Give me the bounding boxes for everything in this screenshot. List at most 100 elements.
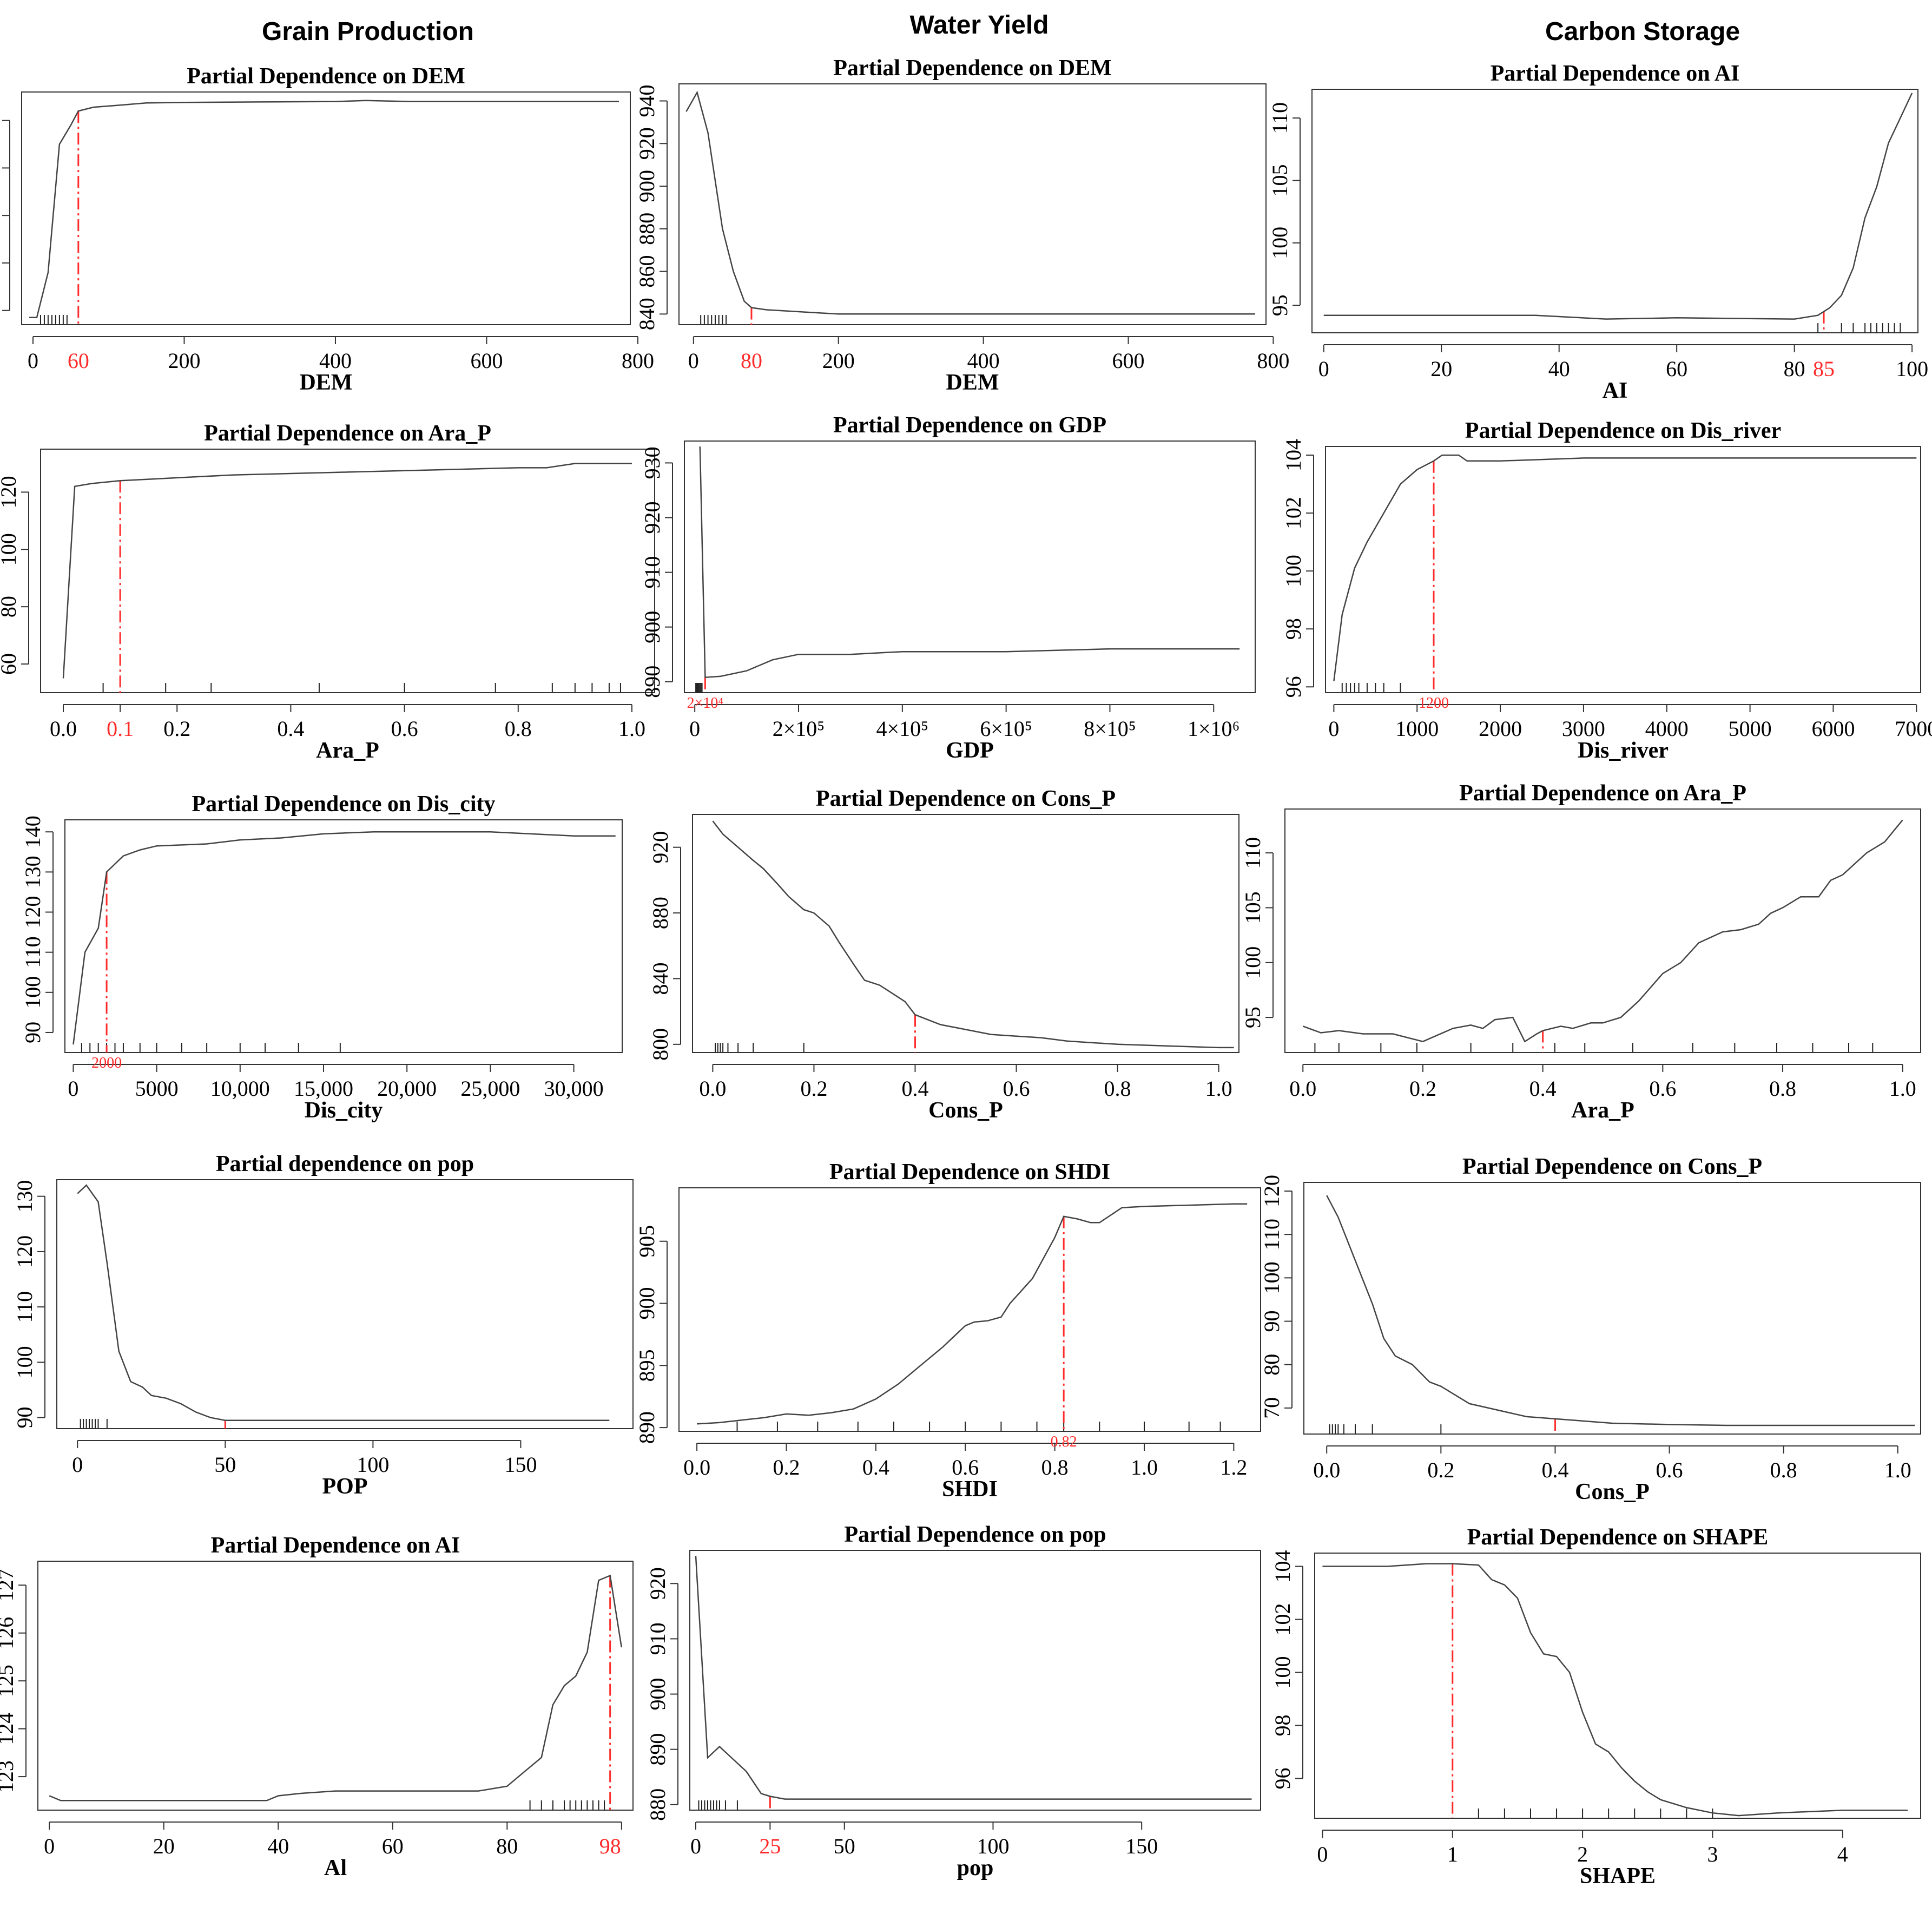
plot-frame [1311,89,1918,333]
pd-curve [699,446,1240,679]
panel-cs-consp: Partial Dependence on Cons_P 0.0 0.2 0.4 0.6… [1260,1154,1921,1504]
x-tick-label: 60 [382,1834,404,1858]
y-tick-label: 130 [0,152,2,184]
x-tick-label: 0 [690,1834,701,1858]
x-tick-label: 60 [1666,357,1687,381]
panel-wy-shdi: Partial Dependence on SHDI 0.0 0.2 0.4 0.6 0.… [635,1160,1261,1502]
panel-title: Partial Dependence on SHDI [829,1160,1110,1185]
x-tick-label: 40 [267,1834,289,1858]
y-tick-label: 123 [0,1760,18,1793]
threshold-label: 2×10⁴ [687,695,724,712]
panel-gp-ai: Partial Dependence on AI0204060801001231… [0,1533,634,1880]
x-axis-label: Cons_P [1575,1479,1650,1504]
x-tick-label: 0.2 [773,1455,800,1479]
y-tick-label: 140 [21,816,45,848]
y-tick-label: 910 [645,1622,670,1655]
plot-frame [1325,446,1921,693]
y-tick-label: 890 [645,1733,670,1766]
x-tick-label: 80 [496,1834,518,1858]
plot-frame [1303,1182,1921,1435]
y-tick-label: 80 [1260,1354,1284,1376]
y-tick-label: 127 [0,1569,18,1601]
x-tick-label: 0.2 [163,716,190,741]
y-tick-label: 105 [1241,891,1265,924]
pd-curve [1326,1195,1915,1426]
pd-curve [697,1203,1248,1425]
panel-title: Partial Dependence on Ara_P [1459,781,1746,806]
panel-wy-pop: Partial Dependence on pop 0 25 50 100 150 880 8… [645,1522,1261,1880]
y-tick-label: 104 [1281,439,1305,471]
x-tick-label: 800 [622,348,654,373]
y-tick-label: 90 [1260,1311,1284,1332]
y-tick-label: 120 [12,1235,37,1268]
x-tick-label: 0.4 [1529,1076,1557,1101]
panel-title: Partial Dependence on SHAPE [1467,1525,1768,1550]
x-tick-label: 50 [214,1452,236,1477]
x-tick-label: 200 [822,348,855,373]
x-tick-label: 200 [168,348,200,373]
panel-title: Partial Dependence on GDP [833,413,1106,438]
x-axis-label: Al [324,1856,347,1880]
plot-frame [692,814,1239,1053]
y-tick-label: 102 [1281,497,1305,529]
x-axis-label: pop [957,1856,994,1880]
plot-frame [64,819,623,1053]
x-tick-label: 1×10⁶ [1188,716,1240,741]
y-tick-label: 100 [21,976,45,1009]
y-tick-label: 880 [645,1788,670,1821]
panel-title: Partial Dependence on Ara_P [204,421,491,446]
y-tick-label: 126 [0,1617,18,1649]
y-tick-label: 105 [1268,164,1292,196]
x-tick-label: 0.0 [1313,1458,1340,1482]
y-tick-label: 98 [1270,1715,1295,1737]
threshold-label: 1200 [1419,695,1449,712]
y-tick-label: 95 [1241,1007,1265,1028]
y-tick-label: 100 [0,533,21,565]
x-tick-label: 0.0 [50,716,77,741]
x-axis-label: Dis_city [305,1098,383,1123]
y-tick-label: 96 [1281,676,1305,698]
y-tick-label: 110 [0,247,2,279]
panel-title: Partial Dependence on pop [844,1522,1106,1547]
y-tick-label: 124 [0,1713,18,1745]
x-tick-label: 600 [470,348,503,373]
panel-title: Partial Dependence on Dis_river [1465,418,1781,443]
x-tick-label: 6000 [1811,716,1855,741]
x-tick-label: 0.6 [391,716,418,741]
x-tick-label: 1.2 [1220,1455,1247,1479]
x-tick-label: 8×10⁵ [1084,716,1136,741]
x-tick-label: 5000 [1729,716,1772,741]
y-tick-label: 100 [12,1346,37,1378]
y-tick-label: 800 [648,1028,672,1061]
x-axis-label: AI [1603,378,1628,403]
panel-title: Partial Dependence on DEM [187,64,465,89]
y-tick-label: 100 [1268,227,1292,259]
x-tick-label: 1.0 [1205,1076,1232,1101]
y-tick-label: 895 [635,1349,659,1382]
pd-curve [1333,454,1917,681]
plot-frame [678,1187,1261,1432]
x-tick-label: 15,000 [294,1076,353,1101]
x-tick-label: 4000 [1645,716,1689,741]
pd-curve [49,1574,623,1801]
panel-gp-discity: Partial Dependence on Dis_city 0 5000 10,00… [21,792,623,1123]
panel-cs-shape: Partial Dependence on SHAPE 0 1 2 3 4 96 98 100 1… [1270,1525,1921,1889]
panel-gp-arap: Partial Dependence on Ara_P 0.0 0.1 0.2 0.4 0… [0,421,655,763]
x-axis-label: SHDI [942,1477,998,1502]
x-tick-label: 4 [1837,1842,1848,1866]
y-tick-label: 96 [1270,1768,1295,1790]
x-tick-label: 400 [319,348,352,373]
y-tick-label: 110 [1241,837,1265,869]
y-tick-label: 900 [635,170,659,202]
x-tick-label: 1.0 [1889,1076,1916,1101]
y-tick-label: 890 [635,1411,659,1444]
x-tick-label: 100 [1896,357,1928,381]
x-tick-label: 1.0 [618,716,645,741]
x-tick-label: 600 [1112,348,1144,373]
pd-curve [695,1556,1252,1800]
y-tick-label: 930 [640,446,664,479]
x-tick-label: 20 [1430,357,1452,381]
y-tick-label: 920 [635,127,659,160]
x-axis-label: Cons_P [928,1098,1003,1123]
plot-frame [1284,808,1921,1053]
